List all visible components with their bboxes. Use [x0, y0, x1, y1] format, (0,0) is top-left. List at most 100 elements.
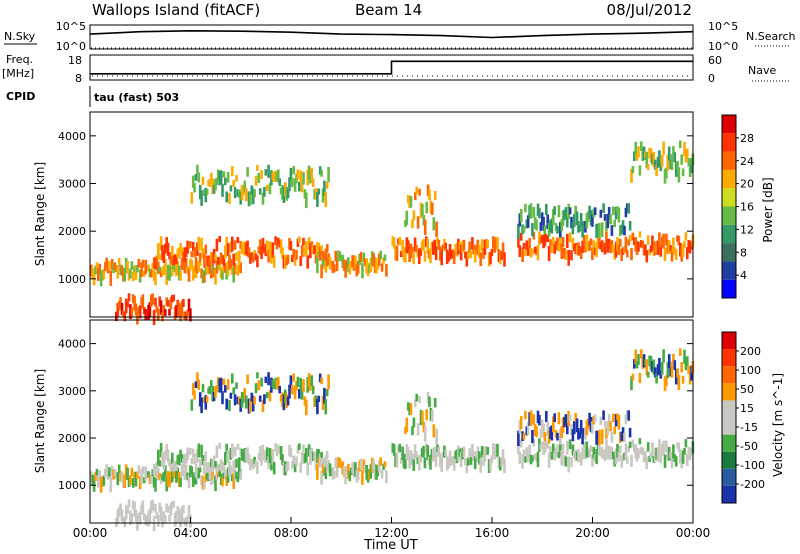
- echo-cell: [451, 456, 455, 466]
- echo-cell: [521, 224, 524, 235]
- echo-cell: [408, 456, 411, 469]
- echo-cell: [296, 445, 300, 454]
- echo-cell: [122, 474, 125, 489]
- power-colorbar-label: Power [dB]: [761, 177, 775, 242]
- echo-cell: [94, 472, 97, 482]
- echo-cell: [529, 410, 533, 426]
- echo-cell: [210, 270, 213, 279]
- colorbar-swatch: [722, 349, 736, 367]
- echo-cell: [425, 409, 428, 421]
- echo-cell: [239, 241, 242, 250]
- echo-cell: [416, 423, 420, 436]
- echo-cell: [405, 210, 409, 226]
- echo-cell: [552, 209, 555, 226]
- echo-cell: [271, 242, 275, 259]
- echo-cell: [616, 413, 619, 420]
- echo-cell: [605, 231, 608, 247]
- echo-cell: [430, 242, 434, 251]
- echo-cell: [416, 250, 420, 258]
- echo-cell: [394, 248, 397, 261]
- echo-cell: [591, 454, 594, 467]
- echo-cell: [623, 432, 626, 443]
- echo-cell: [235, 252, 238, 262]
- echo-cell: [659, 453, 663, 464]
- echo-cell: [136, 471, 139, 479]
- echo-cell: [169, 503, 173, 516]
- echo-cell: [371, 457, 374, 473]
- echo-cell: [187, 504, 191, 518]
- echo-cell: [429, 248, 432, 264]
- echo-cell: [267, 372, 270, 386]
- echo-cell: [422, 214, 426, 226]
- echo-cell: [115, 517, 118, 528]
- echo-cell: [97, 474, 100, 488]
- echo-cell: [193, 270, 196, 279]
- echo-cell: [563, 209, 566, 221]
- echo-cell: [526, 452, 530, 463]
- echo-cell: [214, 461, 217, 468]
- echo-cell: [656, 447, 660, 462]
- echo-cell: [159, 236, 163, 251]
- echo-cell: [556, 432, 559, 441]
- echo-cell: [272, 383, 276, 390]
- echo-cell: [466, 250, 470, 259]
- echo-cell: [104, 262, 107, 271]
- echo-cell: [411, 426, 414, 436]
- echo-cell: [302, 171, 305, 185]
- echo-cell: [341, 254, 345, 268]
- echo-cell: [411, 219, 414, 229]
- echo-cell: [133, 471, 136, 479]
- echo-cell: [291, 254, 294, 262]
- echo-cell: [212, 455, 216, 470]
- echo-cell: [263, 453, 266, 461]
- echo-cell: [680, 454, 683, 469]
- echo-cell: [391, 236, 395, 246]
- colorbar-tick-label: 12: [740, 223, 754, 236]
- echo-cell: [412, 417, 416, 428]
- echo-cell: [365, 258, 368, 274]
- echo-cell: [331, 467, 335, 480]
- echo-cell: [155, 261, 159, 271]
- echo-cell: [401, 446, 404, 460]
- echo-cell: [595, 430, 598, 445]
- echo-cell: [239, 191, 242, 205]
- echo-cell: [379, 250, 382, 260]
- echo-cell: [327, 460, 330, 472]
- echo-cell: [640, 349, 643, 359]
- echo-cell: [317, 188, 321, 195]
- echo-cell: [296, 238, 300, 247]
- echo-cell: [640, 141, 643, 151]
- echo-cell: [683, 447, 686, 455]
- echo-cell: [175, 461, 178, 471]
- echo-cell: [211, 458, 214, 473]
- echo-cell: [289, 447, 293, 458]
- colorbar-tick-label: 20: [740, 178, 754, 191]
- echo-cell: [311, 245, 315, 255]
- echo-cell: [428, 396, 431, 408]
- echo-cell: [568, 232, 572, 243]
- echo-cell: [428, 189, 431, 201]
- echo-cell: [293, 463, 297, 473]
- echo-cell: [634, 349, 637, 365]
- echo-cell: [232, 266, 235, 283]
- echo-cell: [415, 244, 418, 253]
- echo-cell: [616, 237, 619, 251]
- echo-cell: [291, 461, 294, 469]
- echo-cell: [92, 270, 96, 286]
- echo-cell: [341, 461, 345, 475]
- frequency-line: [90, 60, 693, 75]
- echo-cell: [211, 252, 214, 266]
- echo-cell: [231, 443, 234, 459]
- echo-cell: [212, 267, 216, 278]
- echo-cell: [169, 256, 173, 265]
- echo-cell: [327, 374, 330, 390]
- echo-cell: [610, 432, 614, 443]
- echo-cell: [598, 222, 601, 238]
- echo-cell: [232, 460, 235, 473]
- echo-cell: [613, 219, 616, 228]
- echo-cell: [177, 265, 181, 281]
- echo-cell: [186, 472, 189, 481]
- echo-cell: [323, 180, 326, 197]
- echo-cell: [221, 269, 224, 280]
- colorbar-swatch: [722, 169, 736, 189]
